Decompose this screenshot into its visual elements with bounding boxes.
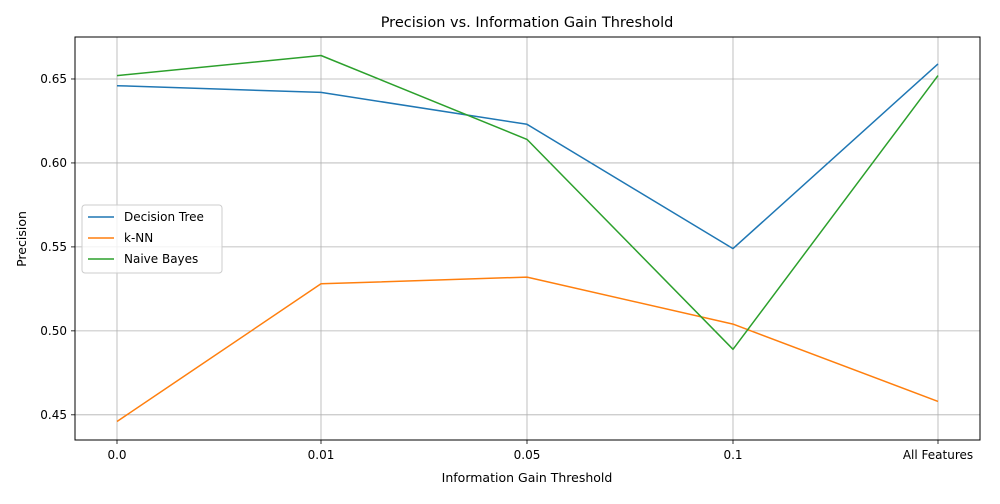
legend-label: k-NN — [124, 231, 153, 245]
x-tick-label: 0.01 — [308, 448, 335, 462]
y-tick-label: 0.45 — [40, 408, 67, 422]
plot-area-frame — [74, 36, 981, 441]
series-line-decision-tree — [116, 63, 939, 250]
y-tick-label: 0.50 — [40, 324, 67, 338]
legend-box — [81, 204, 223, 274]
x-axis-label: Information Gain Threshold — [442, 470, 613, 485]
x-tick-label: 0.1 — [723, 448, 742, 462]
chart-title: Precision vs. Information Gain Threshold — [381, 15, 674, 31]
series-lines — [116, 54, 939, 423]
legend-label: Naive Bayes — [124, 252, 198, 266]
y-tick-label: 0.60 — [40, 156, 67, 170]
y-tick-label: 0.65 — [40, 72, 67, 86]
series-line-naive-bayes — [116, 54, 939, 351]
legend-label: Decision Tree — [124, 210, 204, 224]
y-axis-label: Precision — [14, 211, 29, 267]
x-axis-ticks: 0.0 0.01 0.05 0.1 All Features — [107, 440, 973, 462]
x-tick-label: 0.05 — [514, 448, 541, 462]
x-tick-label: All Features — [903, 448, 973, 462]
y-tick-label: 0.55 — [40, 240, 67, 254]
x-tick-label: 0.0 — [107, 448, 126, 462]
y-axis-ticks: 0.45 0.50 0.55 0.60 0.65 — [40, 72, 75, 422]
legend: Decision Tree k-NN Naive Bayes — [81, 204, 223, 274]
series-line-k-nn — [116, 276, 939, 423]
